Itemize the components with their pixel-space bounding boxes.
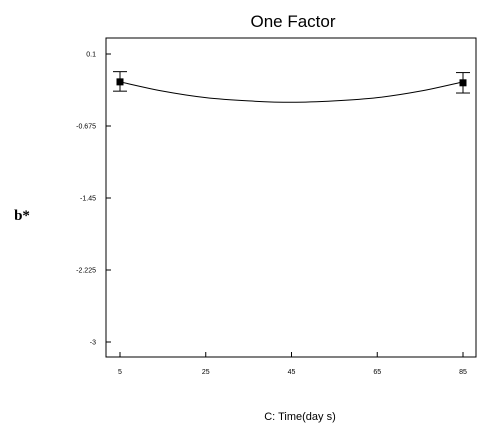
design-points [113,71,470,94]
x-tick-label: 5 [118,369,122,376]
y-tick-label: -2.225 [76,268,96,275]
fitted-curve-line [119,81,464,103]
x-tick-label: 65 [373,369,381,376]
y-tick-label: -1.45 [80,196,96,203]
x-axis: 5 25 45 65 85 [118,352,467,376]
y-tick-label: -3 [90,340,96,347]
y-tick-label: 0.1 [86,52,96,59]
chart-title: One Factor [250,12,335,31]
plot-area-frame [105,37,477,358]
x-tick-label: 45 [288,369,296,376]
y-axis-label: b* [14,208,30,224]
y-axis: 0.1 -0.675 -1.45 -2.225 -3 [76,52,111,347]
x-axis-label: C: Time(day s) [264,411,336,423]
x-tick-label: 85 [459,369,467,376]
design-point-marker [116,78,124,86]
x-tick-label: 25 [202,369,210,376]
design-point-marker [459,79,467,87]
y-tick-label: -0.675 [76,124,96,131]
